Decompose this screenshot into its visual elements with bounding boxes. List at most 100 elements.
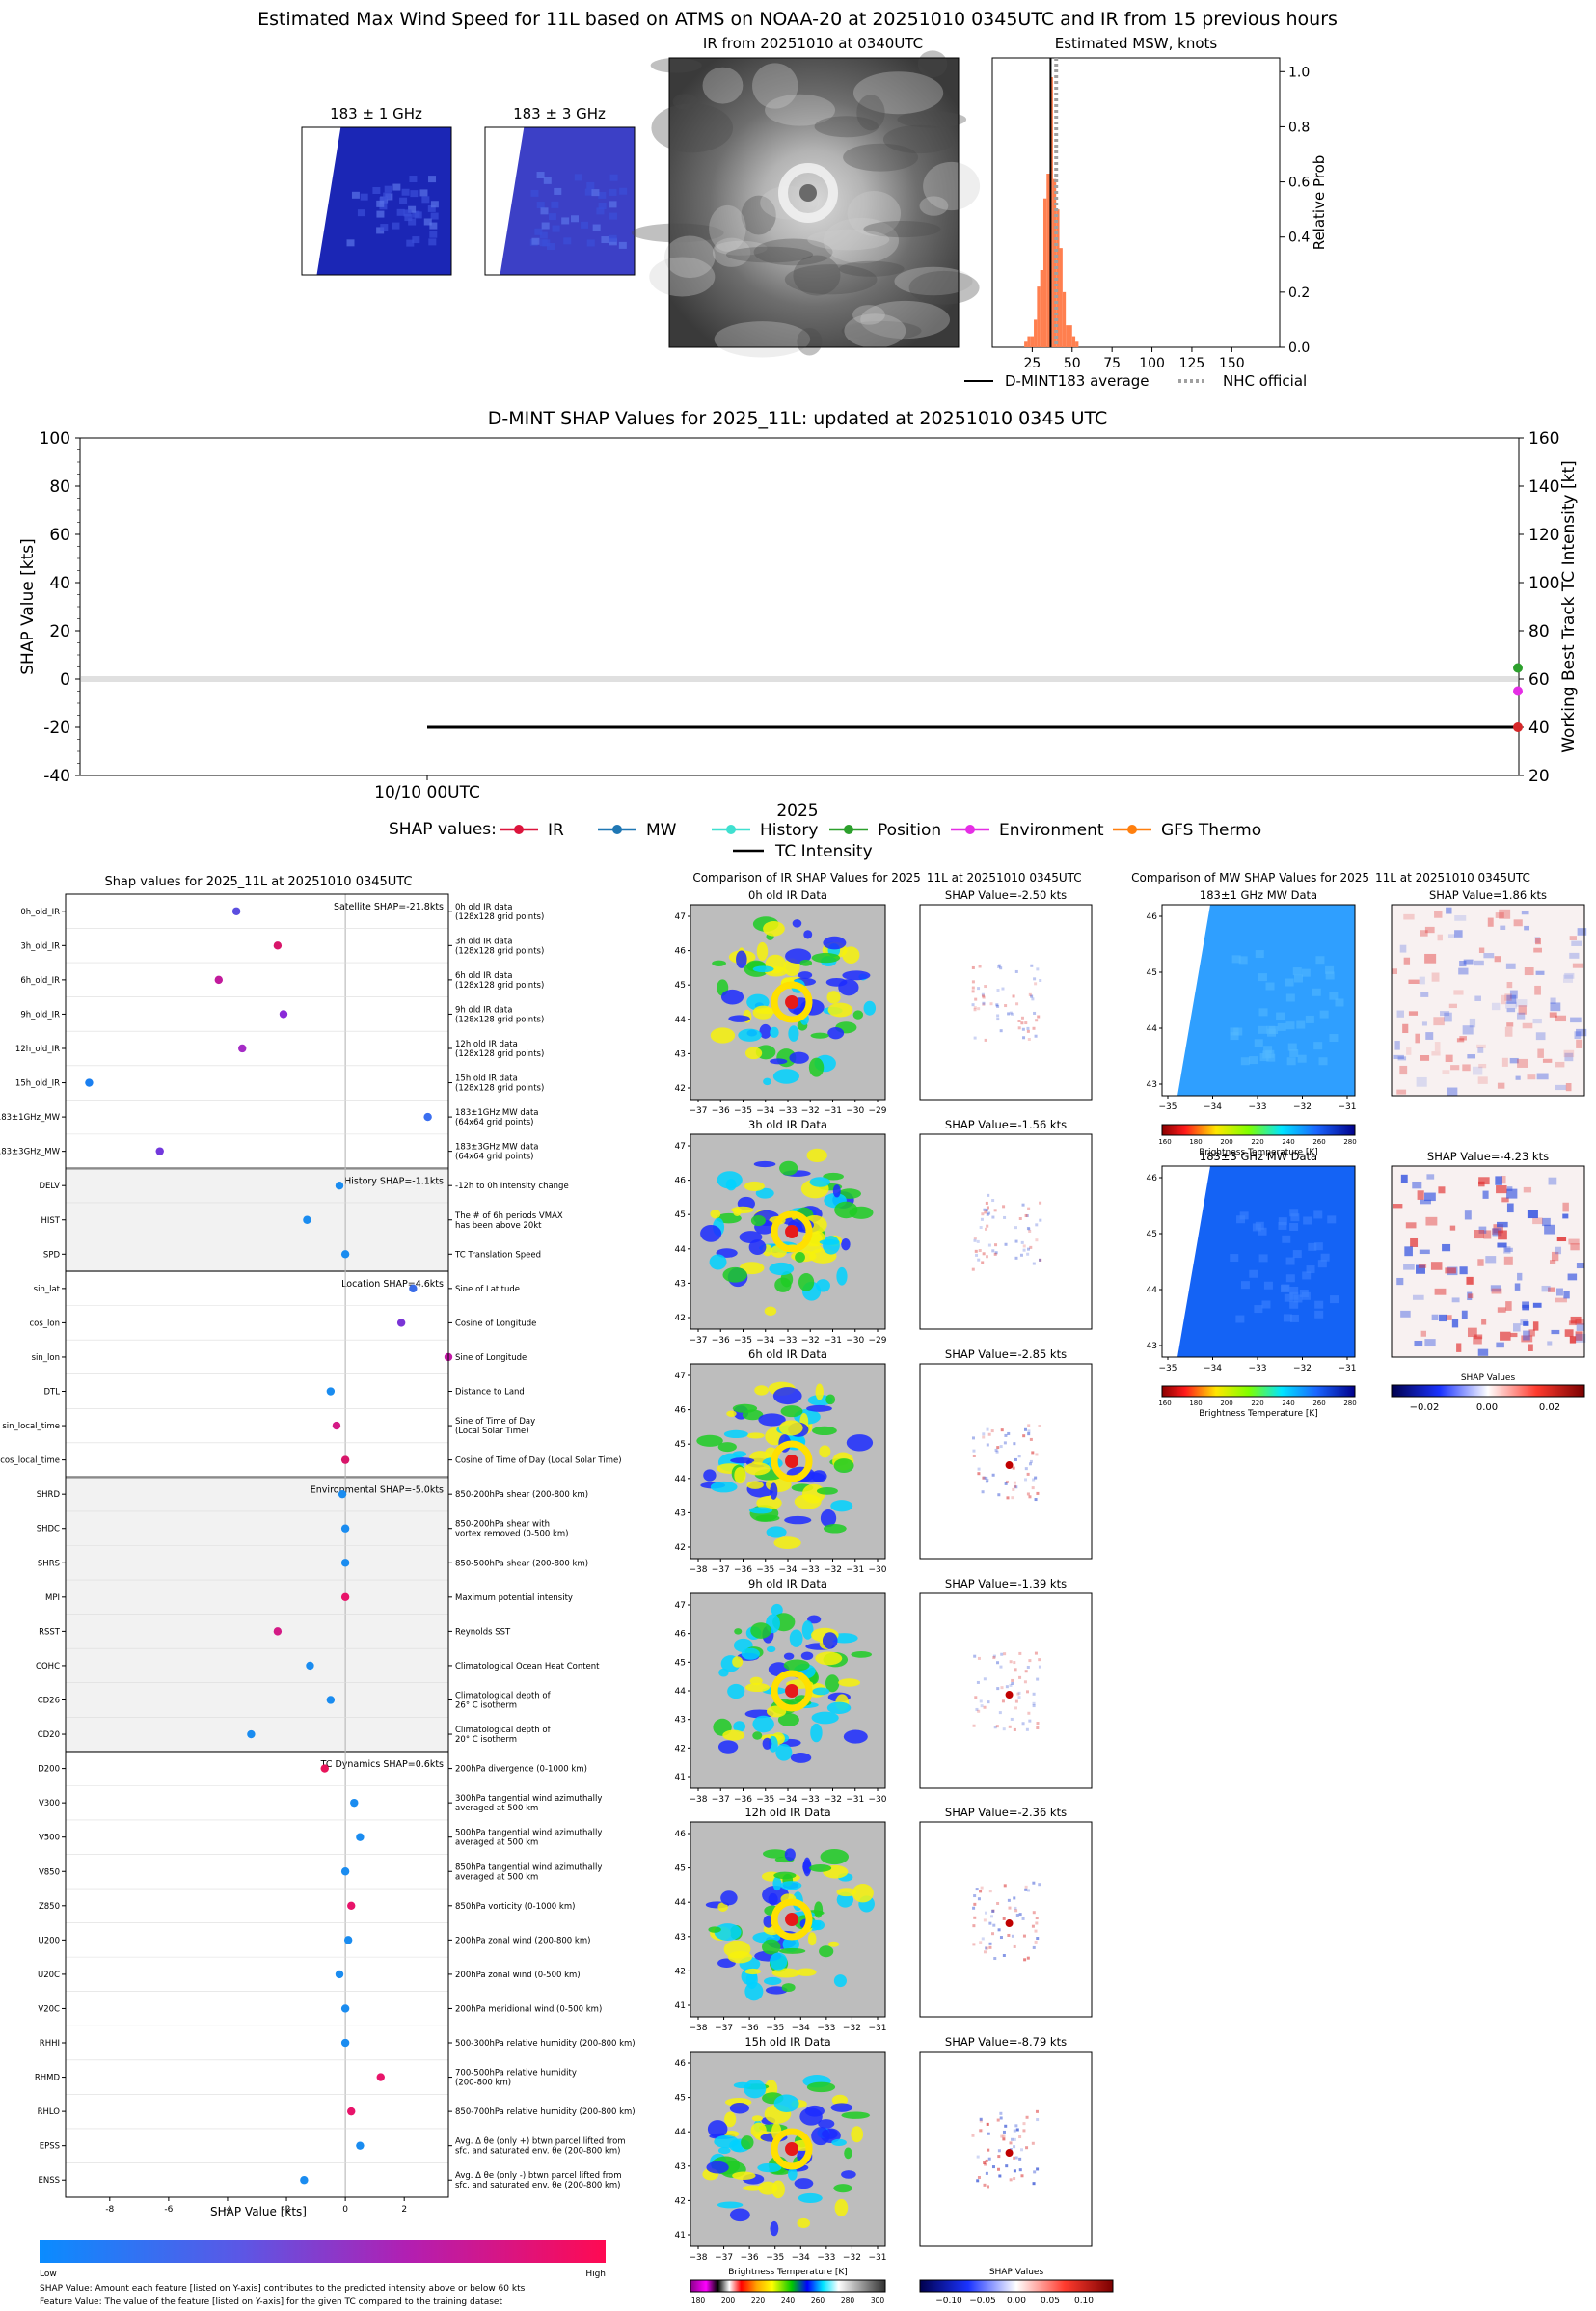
ir-convection bbox=[794, 2178, 814, 2189]
ir-shap-cell bbox=[1033, 2170, 1037, 2174]
ir-shap-cell bbox=[1009, 2178, 1013, 2182]
feature-shap-point bbox=[423, 1112, 432, 1122]
mw-shap-cell bbox=[1459, 1036, 1467, 1041]
feature-name: cos_local_time bbox=[0, 1456, 60, 1466]
mw-shap-cell bbox=[1477, 1348, 1489, 1356]
ir-convection bbox=[717, 1902, 728, 1912]
feature-description: Sine of Longitude bbox=[455, 1353, 527, 1363]
ir-convection bbox=[831, 2138, 847, 2147]
ir-shap-cell bbox=[972, 1924, 976, 1928]
ir-shap-cell bbox=[985, 1209, 988, 1212]
ir-shap-title: SHAP Value=-8.79 kts bbox=[945, 2035, 1067, 2049]
feature-name: 6h_old_IR bbox=[20, 976, 60, 986]
shap-point-position bbox=[1513, 663, 1523, 673]
ir-shap-cell bbox=[1032, 1026, 1036, 1030]
ir-shap-cell bbox=[1026, 1492, 1030, 1496]
feature-description: Climatological depth of bbox=[455, 1691, 552, 1700]
ir-ytick-label: 47 bbox=[675, 1372, 686, 1381]
mw-shap-cell bbox=[1474, 1230, 1484, 1239]
ir-convection bbox=[773, 2094, 799, 2112]
mw-xtick-label: −32 bbox=[1293, 1364, 1312, 1373]
mw-shap-cell bbox=[1469, 1018, 1476, 1028]
mw-shap-cell bbox=[1523, 1321, 1529, 1326]
mw-shap-cell bbox=[1456, 1038, 1465, 1043]
feature-description: (128x128 grid points) bbox=[455, 981, 544, 991]
mw-data-cell bbox=[1284, 1293, 1293, 1302]
feature-xtick-label: -6 bbox=[164, 2205, 173, 2215]
feature-name: U200 bbox=[39, 1936, 60, 1945]
ir-shap-cell bbox=[1014, 1226, 1018, 1230]
mw-shap-cell bbox=[1518, 1005, 1527, 1015]
ir-shap-frame bbox=[919, 2051, 1093, 2247]
ir-convection bbox=[825, 1394, 836, 1405]
mw-shap-cell bbox=[1565, 1083, 1572, 1092]
ir-shap-cell bbox=[1016, 1692, 1020, 1696]
ir-convection bbox=[722, 1729, 745, 1741]
cloud-band bbox=[714, 321, 811, 358]
shap-ytick-label: -40 bbox=[43, 767, 70, 786]
feature-description: 300hPa tangential wind azimuthally bbox=[455, 1794, 602, 1804]
mw-shap-cell bbox=[1505, 963, 1516, 969]
ir-xtick-label: −29 bbox=[869, 1106, 887, 1116]
shap-ytick-label: -20 bbox=[43, 719, 70, 738]
cloud-band bbox=[814, 116, 879, 138]
mw-shap-cell bbox=[1449, 1225, 1456, 1231]
legend-marker bbox=[1127, 825, 1137, 834]
intensity-ytick-label: 80 bbox=[1528, 622, 1550, 641]
mw3-image-cell bbox=[539, 239, 548, 247]
ir-ytick-label: 47 bbox=[675, 1601, 686, 1611]
mw-data-cell bbox=[1231, 955, 1241, 964]
feature-shap-point bbox=[320, 1764, 329, 1773]
feature-description: (200-800 km) bbox=[455, 2079, 511, 2088]
ir-convection bbox=[770, 2220, 779, 2237]
feature-xtick-label: -2 bbox=[283, 2205, 291, 2215]
mw-bt-tick: 260 bbox=[1312, 1400, 1325, 1407]
ir-convection bbox=[825, 1674, 840, 1693]
feature-description: 15h old IR data bbox=[455, 1074, 518, 1084]
ir-convection bbox=[746, 1481, 764, 1489]
mw-data-cell bbox=[1285, 1021, 1295, 1030]
mw-shap-frame bbox=[1391, 904, 1585, 1097]
hist-bar bbox=[1042, 198, 1047, 347]
feature-description: averaged at 500 km bbox=[455, 1838, 538, 1848]
hist-bar bbox=[1030, 336, 1035, 347]
colorbar-low: Low bbox=[40, 2270, 57, 2279]
mw-shap-cell bbox=[1555, 1288, 1563, 1296]
mw-xtick-label: −31 bbox=[1339, 1102, 1357, 1112]
mw-data-cell bbox=[1299, 1290, 1309, 1298]
ir-xtick-label: −31 bbox=[824, 1106, 842, 1116]
ir-shap-cell bbox=[996, 1661, 1000, 1665]
mw-shap-cell bbox=[1576, 1039, 1583, 1048]
mw1-image-cell bbox=[376, 227, 385, 234]
ir-xtick-label: −37 bbox=[690, 1106, 708, 1116]
ir-shap-cell bbox=[1039, 1201, 1042, 1205]
mw-shap-cell bbox=[1506, 1203, 1514, 1213]
ir-title: IR from 20251010 at 0340UTC bbox=[703, 35, 923, 52]
ir-convection bbox=[834, 1201, 858, 1219]
ir-xtick-label: −33 bbox=[779, 1336, 798, 1346]
feature-group-label: Satellite SHAP=-21.8kts bbox=[334, 902, 444, 912]
mw-shap-cell bbox=[1453, 990, 1464, 995]
mw-shap-cell bbox=[1504, 993, 1512, 1001]
ir-convection bbox=[763, 921, 785, 937]
ir-shap-cell bbox=[985, 1201, 988, 1205]
mw-shap-cell bbox=[1462, 1064, 1471, 1072]
mw-shap-cell bbox=[1512, 1323, 1521, 1332]
feature-shap-point bbox=[155, 1147, 164, 1156]
mw-data-cell bbox=[1313, 1210, 1323, 1219]
feature-description: Avg. Δ θe (only -) btwn parcel lifted fr… bbox=[455, 2171, 622, 2181]
mw-shap-cell bbox=[1548, 1287, 1555, 1292]
mw-shap-cell bbox=[1569, 952, 1580, 959]
ir-shap-cell bbox=[977, 1709, 981, 1713]
ir-convection bbox=[827, 1002, 853, 1018]
feature-description: 850-500hPa shear (200-800 km) bbox=[455, 1559, 588, 1568]
feature-description: 0h old IR data bbox=[455, 903, 512, 912]
ir-shap-cell bbox=[1034, 1476, 1038, 1480]
ir-shap-cell bbox=[971, 965, 975, 969]
ir-convection bbox=[792, 919, 802, 928]
ir-shap-cell bbox=[1018, 1651, 1022, 1655]
ir-ytick-label: 43 bbox=[675, 2162, 686, 2172]
mw-xtick-label: −35 bbox=[1159, 1364, 1177, 1373]
mw-shap-cell bbox=[1551, 1329, 1560, 1335]
ir-convection bbox=[696, 1434, 723, 1447]
